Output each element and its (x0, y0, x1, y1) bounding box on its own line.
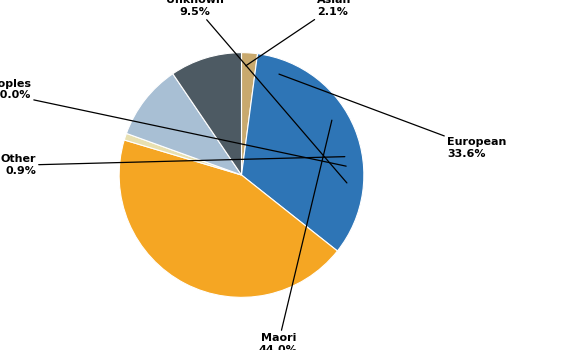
Wedge shape (172, 52, 242, 175)
Text: Maori
44.0%: Maori 44.0% (259, 120, 332, 350)
Wedge shape (124, 133, 242, 175)
Text: Asian
2.1%: Asian 2.1% (246, 0, 352, 66)
Text: Other
0.9%: Other 0.9% (1, 154, 345, 176)
Wedge shape (119, 140, 338, 298)
Wedge shape (242, 52, 258, 175)
Wedge shape (242, 54, 364, 251)
Wedge shape (126, 74, 242, 175)
Text: European
33.6%: European 33.6% (279, 74, 507, 159)
Text: Unknown
9.5%: Unknown 9.5% (166, 0, 347, 183)
Text: Pacific Peoples
10.0%: Pacific Peoples 10.0% (0, 78, 346, 166)
